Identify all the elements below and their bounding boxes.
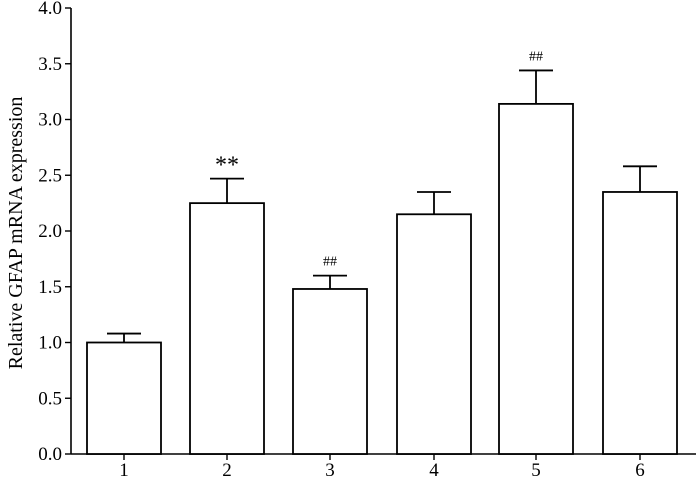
- error-bars: [107, 69, 657, 343]
- x-tick-label: 2: [222, 460, 232, 480]
- bar-4: [396, 213, 472, 455]
- x-tick-label: 6: [635, 460, 645, 480]
- x-tick-label: 3: [325, 460, 335, 480]
- bars: [86, 102, 678, 455]
- y-ticks: 0.0 0.5 1.0 1.5 2.0 2.5 3.0 3.5 4.0: [38, 0, 71, 465]
- bar-6: [602, 191, 678, 455]
- y-tick-label: 0.5: [38, 388, 62, 409]
- significance-mark: ##: [323, 255, 337, 270]
- y-tick-label: 1.0: [38, 333, 62, 354]
- bar-3: [292, 288, 368, 455]
- y-tick-label: 0.0: [38, 444, 62, 465]
- bar-2: [189, 202, 265, 455]
- significance-mark: ##: [529, 49, 543, 64]
- x-tick-label: 4: [429, 460, 439, 480]
- y-tick-label: 3.5: [38, 54, 62, 75]
- y-axis-label: Relative GFAP mRNA expression: [5, 97, 27, 370]
- significance-annotations: ** ## ##: [215, 49, 543, 269]
- x-ticks: 1 2 3 4 5 6: [119, 454, 645, 480]
- y-tick-label: 4.0: [38, 0, 62, 19]
- bar-1: [86, 341, 162, 455]
- bar-5: [498, 102, 574, 455]
- x-tick-label: 1: [119, 460, 129, 480]
- y-tick-label: 1.5: [38, 277, 62, 298]
- y-tick-label: 3.0: [38, 110, 62, 131]
- y-tick-label: 2.0: [38, 221, 62, 242]
- x-tick-label: 5: [531, 460, 541, 480]
- significance-mark: **: [215, 153, 239, 179]
- y-tick-label: 2.5: [38, 165, 62, 186]
